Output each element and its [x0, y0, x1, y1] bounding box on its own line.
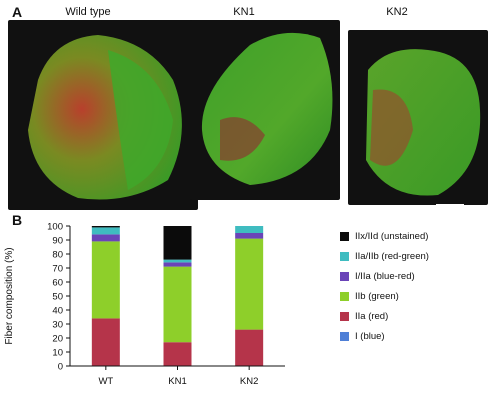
- y-tick-label: 100: [47, 222, 63, 233]
- legend-swatch: [340, 251, 349, 261]
- bars: [91, 226, 264, 366]
- bar-segment: [235, 329, 264, 366]
- legend-swatch: [340, 291, 349, 301]
- legend-label: IIb (green): [355, 290, 399, 302]
- x-tick-label: KN1: [168, 376, 186, 387]
- y-tick-label: 60: [52, 278, 63, 289]
- legend-label: IIa (red): [355, 310, 389, 322]
- bar-segment: [235, 233, 264, 239]
- y-tick-label: 80: [52, 250, 63, 261]
- bar-segment: [163, 262, 192, 267]
- legend-swatch: [340, 311, 349, 321]
- legend-label: IIx/IId (unstained): [355, 230, 429, 242]
- bar-segment: [91, 318, 120, 366]
- bar-segment: [163, 342, 192, 366]
- legend-swatch: [340, 231, 349, 241]
- bar-segment: [91, 241, 120, 319]
- micrograph-kn1: [190, 20, 340, 200]
- bar-segment: [91, 227, 120, 235]
- y-tick-label: 30: [52, 320, 63, 331]
- y-tick-label: 10: [52, 348, 63, 359]
- scale-bar: [436, 204, 464, 206]
- bar-segment: [163, 259, 192, 263]
- y-tick-label: 90: [52, 236, 63, 247]
- bar-segment: [235, 226, 264, 233]
- stacked-bar-chart: 0 10 20 30 40 50 60 70 80 90 100 WT KN1 KN2 Fiber co…: [4, 222, 285, 387]
- bar-segment: [235, 238, 264, 330]
- panel-a-label: A: [12, 4, 23, 20]
- image-title-wild-type: Wild type: [65, 6, 111, 18]
- legend-item: IIa (red): [340, 306, 429, 326]
- y-tick-label: 0: [58, 362, 63, 373]
- y-tick-label: 20: [52, 334, 63, 345]
- legend-item: IIa/IIb (red-green): [340, 246, 429, 266]
- legend-swatch: [340, 271, 349, 281]
- y-tick-label: 40: [52, 306, 63, 317]
- bar-segment: [163, 226, 192, 260]
- legend-label: I (blue): [355, 330, 385, 342]
- y-axis: 0 10 20 30 40 50 60 70 80 90 100: [47, 222, 71, 373]
- legend-item: IIx/IId (unstained): [340, 226, 429, 246]
- micrograph-wild-type: [8, 20, 198, 210]
- legend-item: I/IIa (blue-red): [340, 266, 429, 286]
- y-axis-label: Fiber composition (%): [4, 247, 15, 344]
- legend-label: I/IIa (blue-red): [355, 270, 415, 282]
- bar-segment: [91, 226, 120, 228]
- y-tick-label: 50: [52, 292, 63, 303]
- legend-label: IIa/IIb (red-green): [355, 250, 429, 262]
- y-tick-label: 70: [52, 264, 63, 275]
- x-tick-label: WT: [98, 376, 113, 387]
- image-title-kn1: KN1: [233, 6, 255, 18]
- bar-segment: [91, 234, 120, 242]
- panel-b-label: B: [12, 212, 23, 228]
- legend-item: IIb (green): [340, 286, 429, 306]
- bar-segment: [163, 266, 192, 343]
- legend-swatch: [340, 331, 349, 341]
- image-title-kn2: KN2: [386, 6, 408, 18]
- legend: IIx/IId (unstained) IIa/IIb (red-green) I/…: [340, 226, 429, 346]
- legend-item: I (blue): [340, 326, 429, 346]
- x-axis: WT KN1 KN2: [70, 365, 285, 387]
- x-tick-label: KN2: [240, 376, 258, 387]
- micrograph-kn2: [348, 30, 488, 205]
